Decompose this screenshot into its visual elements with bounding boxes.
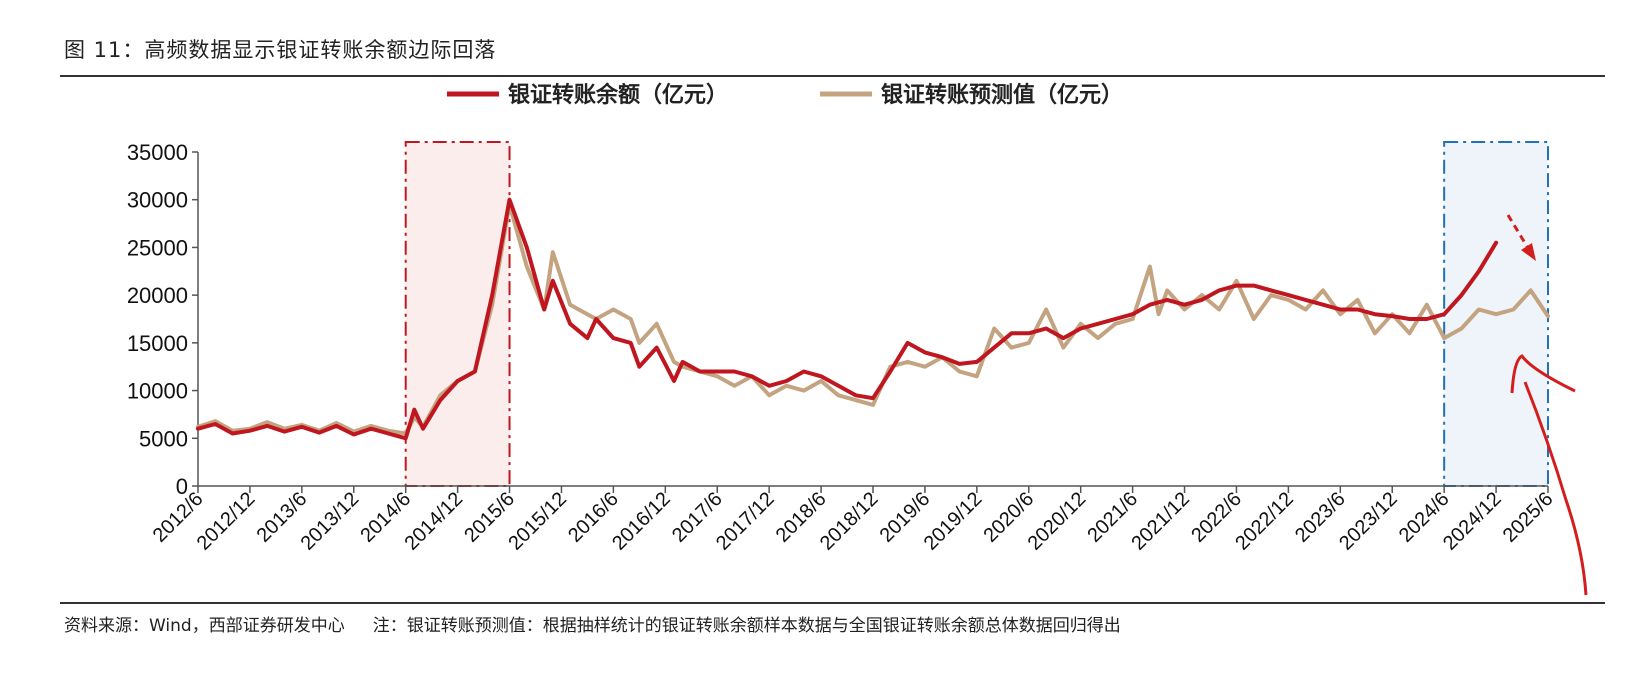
x-tick-label: 2015/12 — [504, 488, 571, 555]
y-tick-label: 35000 — [127, 140, 188, 165]
check-mark-annotation — [1510, 354, 1576, 394]
y-tick-label: 30000 — [127, 188, 188, 213]
legend-label-forecast: 银证转账预测值（亿元） — [881, 82, 1123, 108]
x-axis: 2012/62012/122013/62013/122014/62014/122… — [149, 485, 1558, 555]
down-arrow-head — [1521, 243, 1536, 261]
x-tick-label: 2022/12 — [1231, 488, 1298, 555]
note-text: 注：银证转账预测值：根据抽样统计的银证转账余额样本数据与全国银证转账余额总体数据… — [372, 616, 1121, 636]
x-tick-label: 2013/12 — [297, 488, 364, 555]
bottom-rule — [60, 602, 1605, 604]
line-chart: 银证转账余额（亿元） 银证转账预测值（亿元） 0 5000 10000 15000 20… — [127, 82, 1588, 596]
y-tick-label: 25000 — [127, 235, 188, 260]
x-tick-label: 2024/12 — [1439, 488, 1506, 555]
y-tick-label: 20000 — [127, 283, 188, 308]
x-tick-label: 2025/6 — [1499, 488, 1558, 547]
series-lines — [196, 197, 1550, 441]
legend: 银证转账余额（亿元） 银证转账预测值（亿元） — [447, 82, 1123, 108]
x-tick-label: 2017/12 — [712, 488, 779, 555]
y-tick-label: 0 — [176, 474, 188, 499]
top-rule — [60, 75, 1605, 77]
figure-title: 图 11：高频数据显示银证转账余额边际回落 — [64, 38, 497, 62]
x-tick-label: 2012/12 — [193, 488, 260, 555]
hand-annotations — [1506, 214, 1588, 596]
y-tick-label: 5000 — [139, 426, 188, 451]
x-tick-label: 2023/12 — [1335, 488, 1402, 555]
y-axis: 0 5000 10000 15000 20000 25000 30000 35000 — [127, 140, 199, 499]
highlight-region-0 — [404, 141, 511, 487]
footer: 资料来源：Wind，西部证券研发中心 注：银证转账预测值：根据抽样统计的银证转账余… — [64, 611, 1121, 636]
legend-label-actual: 银证转账余额（亿元） — [508, 82, 728, 108]
x-tick-label: 2018/12 — [816, 488, 883, 555]
source-text: 资料来源：Wind，西部证券研发中心 — [64, 616, 345, 636]
x-tick-label: 2019/12 — [920, 488, 987, 555]
curved-arrow-annotation — [1523, 381, 1588, 596]
y-tick-label: 15000 — [127, 331, 188, 356]
y-tick-label: 10000 — [127, 379, 188, 404]
x-tick-label: 2016/12 — [608, 488, 675, 555]
x-tick-label: 2014/12 — [400, 488, 467, 555]
series-line-actual — [196, 197, 1499, 441]
x-tick-label: 2021/12 — [1127, 488, 1194, 555]
x-tick-label: 2020/12 — [1024, 488, 1091, 555]
